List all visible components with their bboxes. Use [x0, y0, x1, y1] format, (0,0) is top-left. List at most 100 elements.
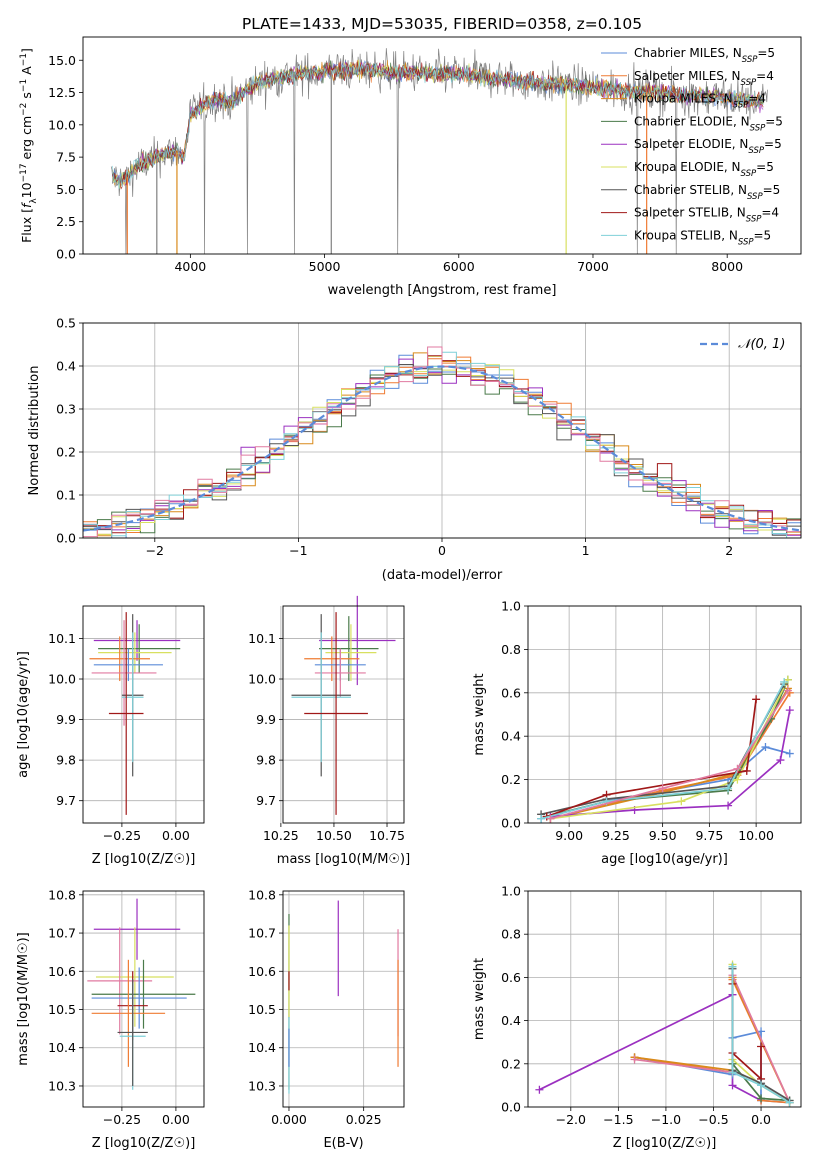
y-tick-label: 0.2 — [56, 445, 76, 460]
weight-marker — [752, 695, 761, 704]
y-tick-label: 9.9 — [256, 712, 276, 727]
x-tick-label: 8000 — [711, 259, 743, 274]
y-tick-label: 0.5 — [56, 316, 76, 331]
legend-label: Chabrier ELODIE, NSSP=5 — [634, 114, 783, 133]
legend-label: Kroupa MILES, NSSP=4 — [634, 92, 766, 111]
y-tick-label: 10.1 — [248, 631, 276, 646]
y-tick-label: 0.2 — [501, 772, 521, 787]
legend-label-text: Salpeter STELIB, N — [634, 206, 746, 220]
axes-frame — [282, 890, 405, 1108]
legend: Chabrier MILES, N SSP =5 Salpeter MILES, N S… — [601, 46, 783, 247]
model-spectrum — [112, 61, 764, 187]
y-axis-label: Flux [fλ10−17 erg cm−2 s−1 A−1] — [19, 48, 39, 243]
y-tick-label: 0.0 — [56, 247, 76, 262]
weight-marker — [780, 677, 789, 686]
weight-marker — [537, 814, 546, 823]
y-tick-label: 7.5 — [56, 150, 76, 165]
x-tick-label: −1 — [289, 543, 307, 558]
model-spectrum — [112, 62, 764, 190]
weight-marker — [757, 1081, 766, 1090]
x-tick-label: −1.5 — [603, 1112, 633, 1127]
y-axis-label: age [log10(age/yr)] — [16, 651, 31, 778]
weight-marker — [757, 1094, 766, 1103]
x-tick-label: 0.000 — [271, 1112, 307, 1127]
normal-curve — [83, 365, 801, 532]
x-tick-label: 9.00 — [555, 828, 583, 843]
x-axis-label: Z [log10(Z/Z☉)] — [92, 1136, 196, 1151]
weight-series — [634, 979, 791, 1104]
legend-label-count: =5 — [765, 114, 783, 128]
histogram-plot — [83, 346, 801, 538]
weight-marker — [677, 797, 686, 806]
legend-label: Kroupa STELIB, NSSP=5 — [634, 228, 771, 247]
legend-label-sub: SSP — [738, 237, 754, 247]
x-axis-label: wavelength [Angstrom, rest frame] — [328, 283, 557, 298]
legend-label: Salpeter STELIB, NSSP=4 — [634, 206, 779, 225]
weight-marker — [630, 1055, 639, 1064]
legend-label: Chabrier STELIB, NSSP=5 — [634, 183, 780, 202]
weight-series — [550, 690, 789, 820]
y-axis-label: mass weight — [472, 673, 487, 755]
y-tick-label: 10.0 — [248, 672, 276, 687]
legend-label-sub: SSP — [733, 101, 749, 111]
legend-label-text: Kroupa MILES, N — [634, 92, 733, 106]
x-tick-label: 10.50 — [316, 828, 352, 843]
y-tick-label: 10.1 — [48, 631, 76, 646]
y-tick-label: 0.8 — [501, 642, 521, 657]
x-tick-label: 0.025 — [346, 1112, 382, 1127]
legend-label-sub: SSP — [746, 215, 762, 225]
x-tick-label: 10.75 — [369, 828, 405, 843]
weight-marker — [783, 686, 792, 695]
weight-marker — [535, 1085, 544, 1094]
y-axis-label-part: 10 — [19, 182, 34, 198]
x-tick-label: 9.75 — [695, 828, 723, 843]
x-tick-label: −1.0 — [651, 1112, 681, 1127]
spectrum-panel: 4000 5000 6000 7000 8000 0.0 2.5 5.0 7.5 10.0 12.5… — [19, 36, 802, 298]
y-tick-label: 10.0 — [48, 672, 76, 687]
legend-label-text: Chabrier MILES, N — [634, 46, 742, 60]
y-tick-label: 10.7 — [48, 926, 76, 941]
y-tick-label: 0.4 — [501, 1013, 521, 1028]
y-axis-label-part: −1 — [19, 53, 29, 66]
y-tick-label: 1.0 — [501, 884, 521, 899]
x-axis-label: mass [log10(M/M☉)] — [277, 852, 410, 867]
y-tick-label: 10.4 — [48, 1040, 76, 1055]
y-tick-label: 0.0 — [56, 531, 76, 546]
y-tick-label: 9.7 — [256, 793, 276, 808]
weight-series — [731, 966, 791, 1104]
weight-vs-metallicity-panel: −2.0 −1.5 −1.0 −0.5 0.0 0.0 0.2 0.4 0.6 0.8 1.0 Z [… — [472, 884, 802, 1151]
histogram-series — [83, 346, 801, 538]
x-tick-label: 7000 — [577, 259, 609, 274]
axes-frame — [82, 322, 802, 539]
mass-vs-extinction-panel: 0.000 0.025 10.3 10.4 10.5 10.6 10.7 10.8 E(B-V) — [248, 887, 405, 1151]
model-spectrum — [112, 61, 764, 190]
age-vs-mass-panel: 10.25 10.50 10.75 9.7 9.8 9.9 10.0 10.1 mass [lo… — [248, 595, 410, 867]
x-tick-label: −0.25 — [103, 828, 141, 843]
axes-frame — [527, 605, 802, 824]
y-tick-label: 2.5 — [56, 214, 76, 229]
figure-title: PLATE=1433, MJD=53035, FIBERID=0358, z=0… — [242, 15, 642, 33]
y-tick-label: 10.5 — [48, 1002, 76, 1017]
y-tick-label: 0.1 — [56, 488, 76, 503]
y-axis-label-part: λ — [29, 198, 39, 204]
x-tick-label: 10.00 — [738, 828, 774, 843]
legend-label-count: =5 — [757, 46, 775, 60]
y-axis-label-part: −17 — [19, 163, 29, 182]
y-axis-label: mass weight — [472, 958, 487, 1040]
x-axis-label: (data-model)/error — [382, 568, 503, 583]
legend-label-text: Salpeter ELODIE, N — [634, 137, 748, 151]
legend-label-text: Salpeter MILES, N — [634, 69, 741, 83]
x-tick-label: −2.0 — [556, 1112, 586, 1127]
x-tick-label: 10.25 — [263, 828, 299, 843]
x-tick-label: 0.00 — [162, 1112, 190, 1127]
weight-marker — [733, 764, 742, 773]
weight-series — [634, 974, 791, 1104]
y-tick-label: 10.7 — [248, 926, 276, 941]
y-axis-label-part: A — [19, 66, 34, 79]
y-axis-label-part: s — [19, 92, 34, 103]
y-tick-label: 9.8 — [56, 753, 76, 768]
x-axis-label: age [log10(age/yr)] — [601, 852, 728, 867]
x-axis-label: Z [log10(Z/Z☉)] — [613, 1136, 717, 1151]
y-axis-label-part: erg cm — [19, 116, 34, 164]
